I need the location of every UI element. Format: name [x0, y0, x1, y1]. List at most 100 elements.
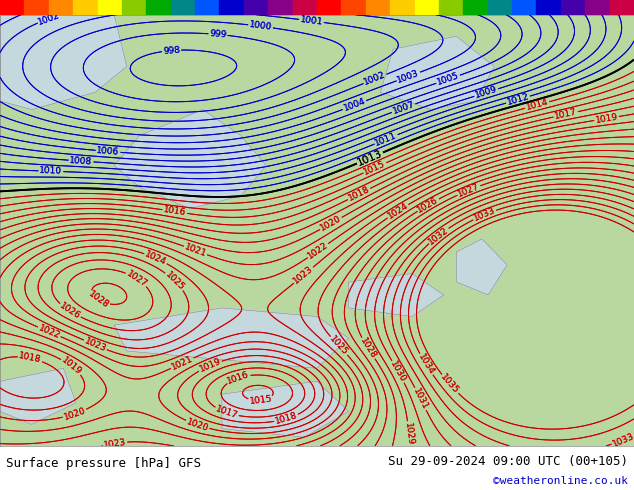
Text: ©weatheronline.co.uk: ©weatheronline.co.uk — [493, 476, 628, 486]
Text: 1027: 1027 — [456, 182, 481, 199]
Text: 1027: 1027 — [125, 269, 149, 289]
Text: 1027: 1027 — [125, 269, 149, 289]
Text: 1020: 1020 — [185, 417, 210, 433]
Text: 1028: 1028 — [87, 290, 110, 310]
Text: 1028: 1028 — [358, 336, 378, 360]
Text: 1023: 1023 — [83, 337, 108, 354]
Bar — [536, 0, 561, 15]
Text: 1022: 1022 — [306, 241, 330, 261]
Text: 1019: 1019 — [60, 356, 83, 377]
Bar — [439, 0, 463, 15]
Text: 1025: 1025 — [328, 334, 350, 357]
Bar — [512, 0, 536, 15]
Text: 1028: 1028 — [358, 336, 378, 360]
Text: 1010: 1010 — [39, 166, 63, 176]
Polygon shape — [114, 308, 349, 368]
Text: 1026: 1026 — [58, 301, 82, 321]
Text: Surface pressure [hPa] GFS: Surface pressure [hPa] GFS — [6, 457, 202, 470]
Text: 1002: 1002 — [363, 71, 387, 87]
Polygon shape — [114, 110, 266, 209]
Text: 1005: 1005 — [436, 72, 460, 87]
Text: 1015: 1015 — [249, 394, 273, 406]
Text: 1002: 1002 — [37, 10, 61, 26]
Bar — [0, 0, 24, 15]
Text: 1021: 1021 — [170, 354, 195, 372]
Bar — [195, 0, 219, 15]
Text: 1016: 1016 — [163, 205, 187, 218]
Text: 1019: 1019 — [595, 112, 619, 125]
Text: 1009: 1009 — [474, 85, 498, 100]
Text: 1025: 1025 — [164, 270, 186, 293]
Text: 1018: 1018 — [18, 352, 42, 365]
Bar — [268, 0, 293, 15]
Polygon shape — [0, 15, 634, 446]
Polygon shape — [380, 36, 495, 110]
Text: 1019: 1019 — [198, 357, 223, 374]
Text: 1021: 1021 — [170, 354, 195, 372]
Text: 1010: 1010 — [39, 166, 63, 176]
Bar — [122, 0, 146, 15]
Text: 1013: 1013 — [356, 148, 384, 168]
Bar — [293, 0, 317, 15]
Text: 1004: 1004 — [342, 97, 366, 113]
Text: 1023: 1023 — [103, 437, 127, 449]
Polygon shape — [0, 15, 127, 110]
Text: 1035: 1035 — [439, 372, 461, 396]
Text: 1019: 1019 — [198, 357, 223, 374]
Text: 1033: 1033 — [611, 431, 634, 448]
Text: 1023: 1023 — [292, 265, 315, 286]
Text: 1033: 1033 — [472, 206, 497, 223]
Text: 1024: 1024 — [386, 201, 410, 221]
Text: 999: 999 — [209, 29, 227, 40]
Text: 1014: 1014 — [525, 98, 549, 112]
Text: 1026: 1026 — [416, 196, 440, 215]
Bar — [24, 0, 49, 15]
Text: 1018: 1018 — [18, 352, 42, 365]
Text: 1020: 1020 — [62, 406, 87, 422]
Text: 1018: 1018 — [274, 411, 299, 426]
Text: 1005: 1005 — [436, 72, 460, 87]
Text: 1017: 1017 — [553, 107, 578, 121]
Text: 1016: 1016 — [226, 370, 250, 386]
Text: 1003: 1003 — [396, 68, 421, 85]
Text: Su 29-09-2024 09:00 UTC (00+105): Su 29-09-2024 09:00 UTC (00+105) — [387, 455, 628, 468]
Text: 1021: 1021 — [183, 243, 208, 259]
Text: 1000: 1000 — [249, 21, 273, 32]
Text: 1023: 1023 — [83, 337, 108, 354]
Bar — [146, 0, 171, 15]
Bar — [366, 0, 390, 15]
Text: 1030: 1030 — [389, 360, 408, 384]
Text: 998: 998 — [163, 46, 181, 56]
Text: 1006: 1006 — [96, 146, 120, 157]
Bar — [341, 0, 366, 15]
Polygon shape — [456, 239, 507, 295]
Bar — [219, 0, 244, 15]
Text: 1022: 1022 — [37, 323, 61, 341]
Text: 1018: 1018 — [347, 185, 372, 203]
Bar — [415, 0, 439, 15]
Text: 1034: 1034 — [417, 352, 436, 376]
Text: 1019: 1019 — [60, 356, 83, 377]
Bar — [585, 0, 610, 15]
Text: 1021: 1021 — [183, 243, 208, 259]
Text: 1007: 1007 — [391, 100, 416, 116]
Text: 1001: 1001 — [299, 15, 323, 27]
Text: 1023: 1023 — [103, 437, 127, 449]
Bar — [488, 0, 512, 15]
Text: 1020: 1020 — [319, 214, 343, 233]
Bar — [317, 0, 341, 15]
Text: 1030: 1030 — [389, 360, 408, 384]
Polygon shape — [349, 273, 444, 317]
Bar — [73, 0, 98, 15]
Text: 1024: 1024 — [143, 249, 168, 267]
Text: 1017: 1017 — [214, 404, 239, 420]
Text: 1023: 1023 — [292, 265, 315, 286]
Text: 1018: 1018 — [347, 185, 372, 203]
Text: 998: 998 — [163, 46, 181, 56]
Text: 1020: 1020 — [62, 406, 87, 422]
Text: 1009: 1009 — [474, 85, 498, 100]
Text: 1003: 1003 — [396, 68, 421, 85]
Text: 1004: 1004 — [342, 97, 366, 113]
Text: 1027: 1027 — [456, 182, 481, 199]
Text: 1006: 1006 — [96, 146, 120, 157]
